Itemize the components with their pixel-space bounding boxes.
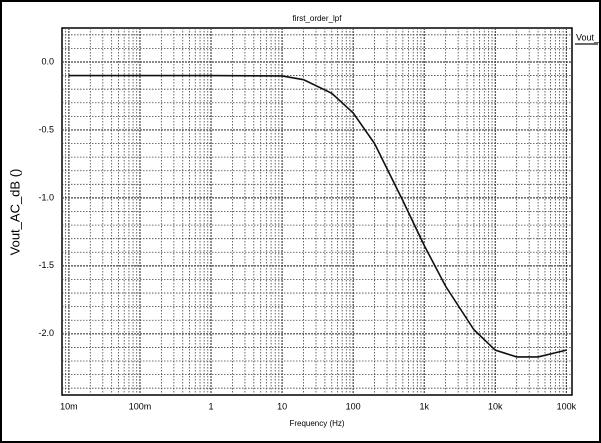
x-tick-label: 100m (129, 401, 152, 411)
x-tick-label: 10m (60, 401, 78, 411)
y-tick-label: -1.0 (38, 192, 54, 202)
x-axis-label: Frequency (Hz) (289, 419, 344, 428)
x-tick-label: 1 (209, 401, 214, 411)
y-tick-label: -1.5 (38, 260, 54, 270)
chart-title: first_order_lpf (293, 14, 343, 23)
y-tick-label: -0.5 (38, 124, 54, 134)
x-tick-label: 100k (557, 401, 577, 411)
y-axis-label: Vout_AC_dB () (7, 169, 22, 256)
series-line (68, 74, 567, 358)
x-tick-label: 10k (488, 401, 503, 411)
legend-label: Vout_AC_dB (576, 32, 601, 42)
y-tick-label: -2.0 (38, 328, 54, 338)
x-tick-label: 1k (419, 401, 429, 411)
x-tick-label: 10 (277, 401, 287, 411)
y-tick-label: 0.0 (41, 56, 54, 66)
x-tick-label: 100 (346, 401, 361, 411)
